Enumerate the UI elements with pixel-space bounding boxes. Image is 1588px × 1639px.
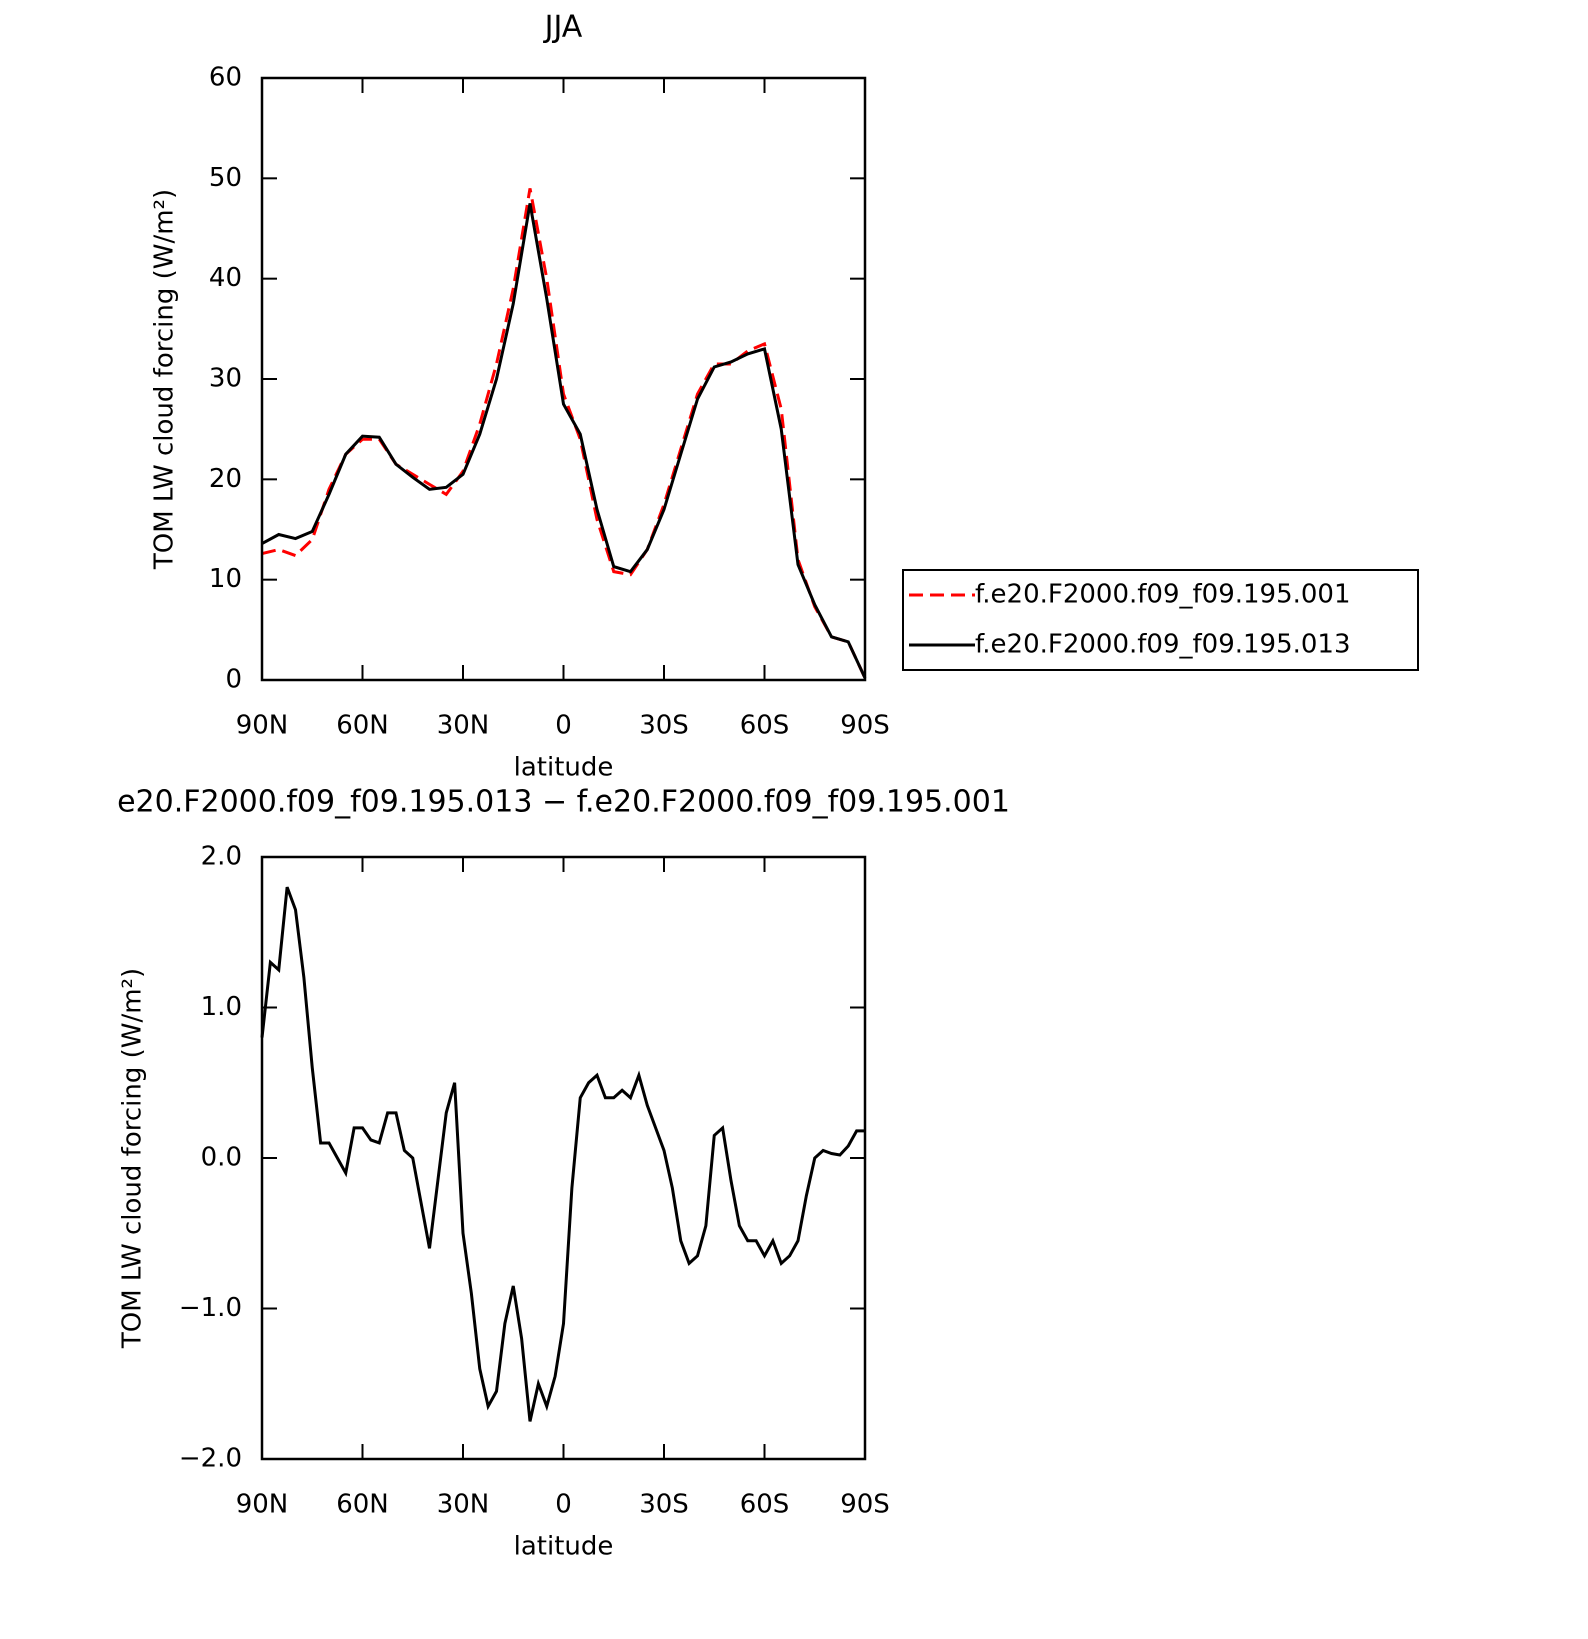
y-tick-label: 0.0: [201, 1143, 242, 1173]
legend-label: f.e20.F2000.f09_f09.195.013: [975, 630, 1351, 660]
x-tick-label: 90S: [840, 1490, 890, 1520]
x-tick-label: 60S: [740, 1490, 790, 1520]
y-axis-label: TOM LW cloud forcing (W/m²): [118, 968, 148, 1349]
chart-title: e20.F2000.f09_f09.195.013 − f.e20.F2000.…: [117, 785, 1010, 820]
x-tick-label: 30N: [437, 711, 490, 741]
y-tick-label: −2.0: [179, 1444, 242, 1474]
y-tick-label: 40: [209, 263, 242, 293]
y-tick-label: 0: [225, 665, 242, 695]
x-tick-label: 90N: [236, 711, 289, 741]
legend-label: f.e20.F2000.f09_f09.195.001: [975, 580, 1351, 610]
x-tick-label: 30S: [639, 711, 689, 741]
x-tick-label: 60N: [336, 1490, 389, 1520]
y-tick-label: −1.0: [179, 1293, 242, 1323]
x-axis-label: latitude: [514, 753, 614, 783]
data-line: [261, 188, 867, 679]
x-tick-label: 60N: [336, 711, 389, 741]
x-tick-label: 0: [555, 1490, 572, 1520]
data-line: [260, 886, 865, 1422]
plot-frame: [260, 76, 867, 682]
y-tick-label: 30: [209, 364, 242, 394]
y-axis-label: TOM LW cloud forcing (W/m²): [150, 189, 180, 570]
plot-frame: [260, 855, 867, 1461]
x-tick-label: 30S: [639, 1490, 689, 1520]
legend-box: [902, 569, 1419, 671]
x-tick-label: 90S: [840, 711, 890, 741]
y-tick-label: 60: [209, 63, 242, 93]
x-tick-label: 90N: [236, 1490, 289, 1520]
data-line: [261, 203, 867, 679]
y-tick-label: 20: [209, 464, 242, 494]
y-tick-label: 2.0: [201, 842, 242, 872]
x-tick-label: 60S: [740, 711, 790, 741]
y-tick-label: 10: [209, 564, 242, 594]
x-tick-label: 30N: [437, 1490, 490, 1520]
y-tick-label: 1.0: [201, 992, 242, 1022]
chart-title: JJA: [543, 10, 583, 45]
y-tick-label: 50: [209, 163, 242, 193]
x-tick-label: 0: [555, 711, 572, 741]
x-axis-label: latitude: [514, 1532, 614, 1562]
